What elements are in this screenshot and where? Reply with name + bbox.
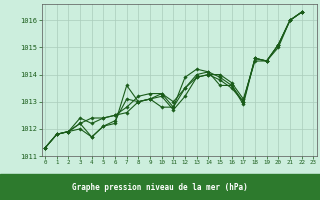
Text: Graphe pression niveau de la mer (hPa): Graphe pression niveau de la mer (hPa) — [72, 182, 248, 192]
